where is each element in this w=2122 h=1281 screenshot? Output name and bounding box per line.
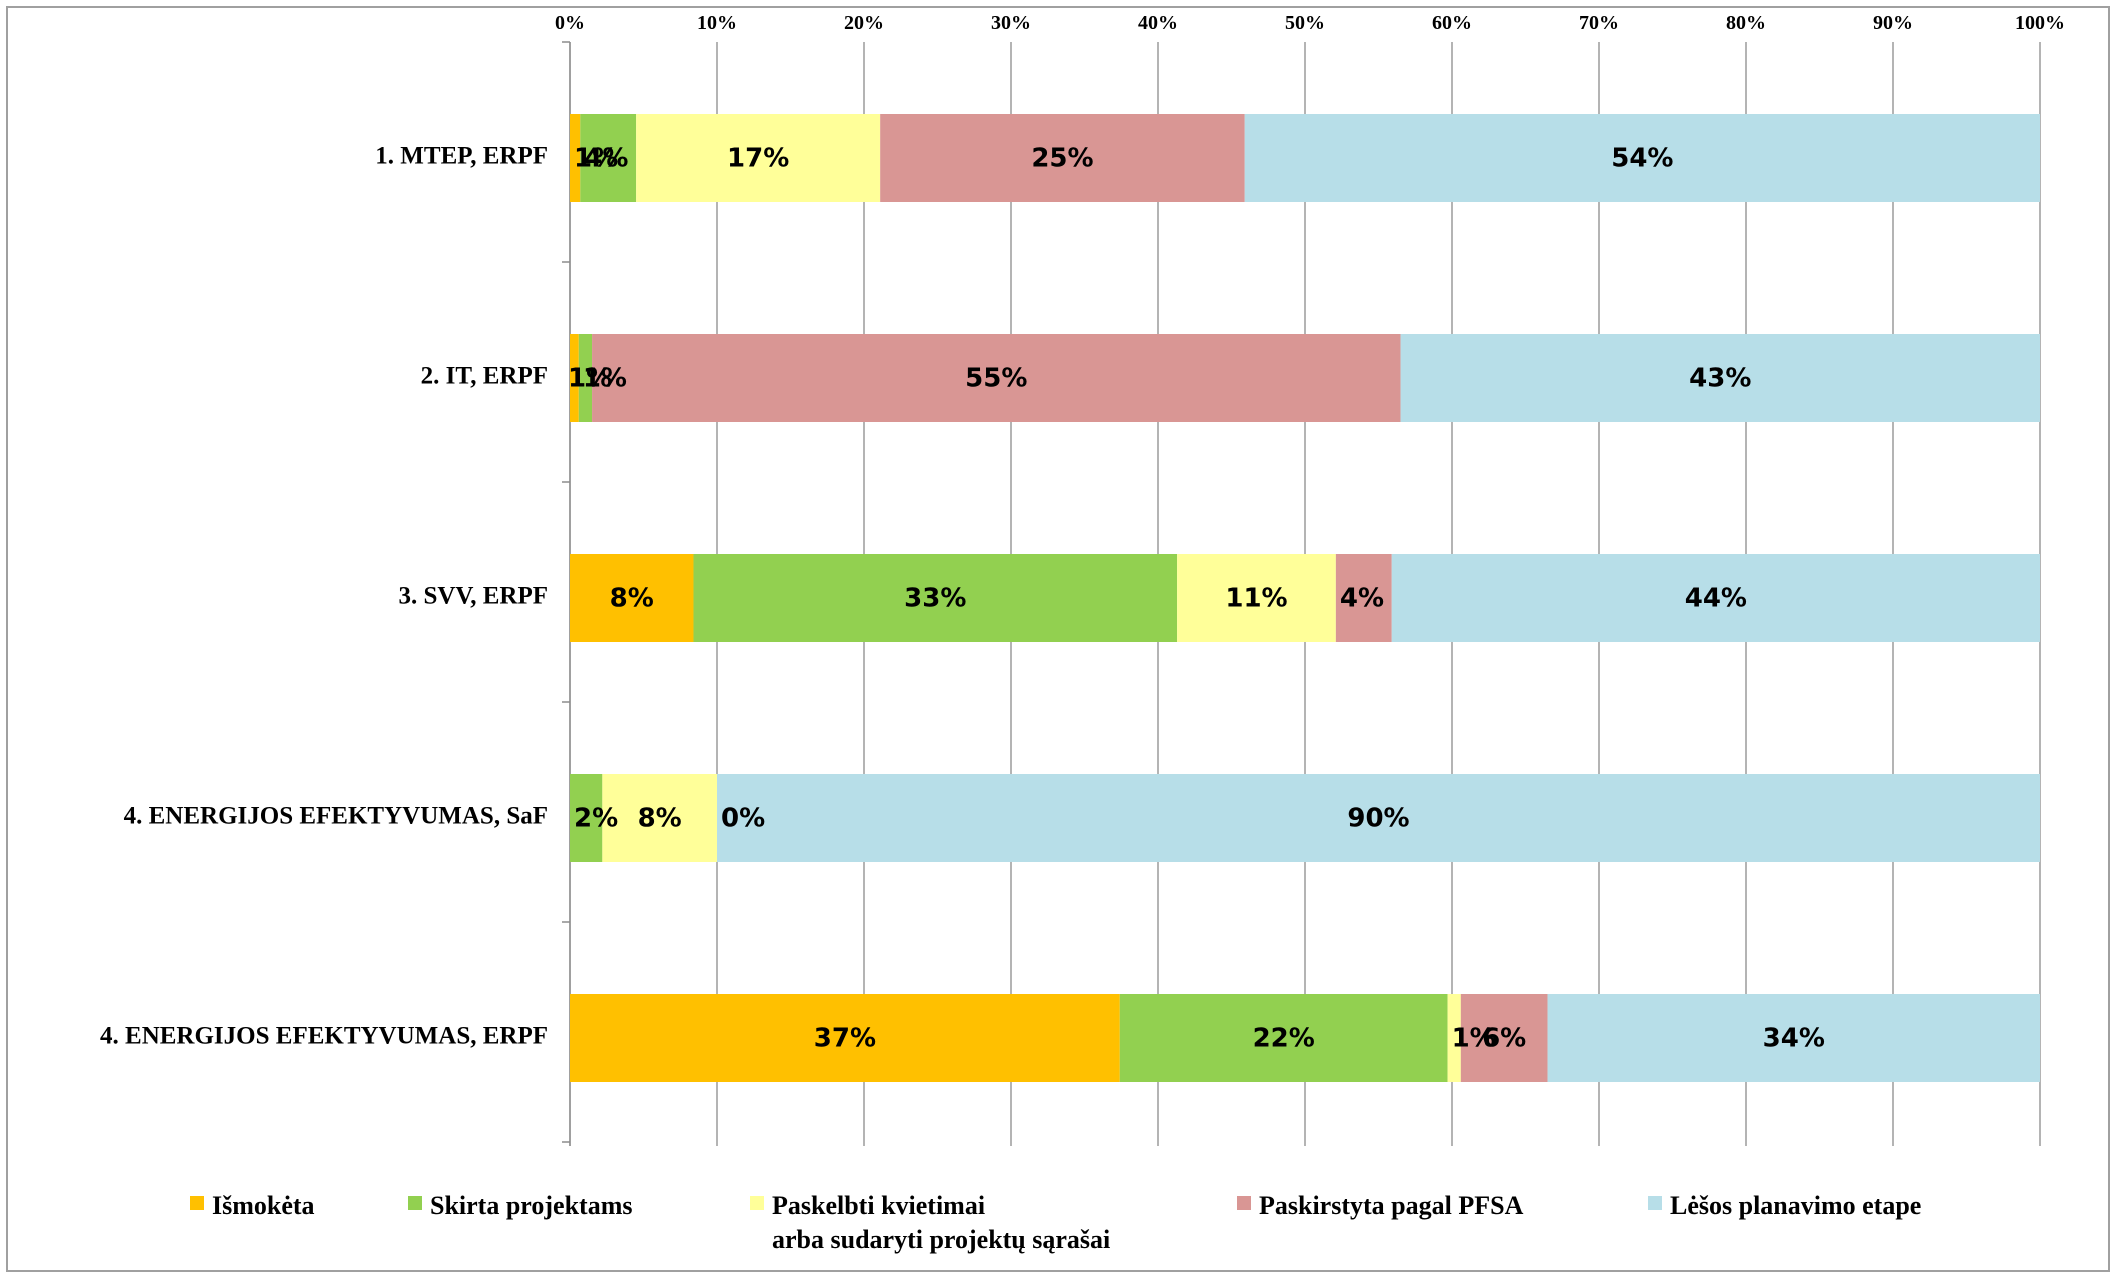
data-label: 22% (1253, 1024, 1315, 1054)
bar-segment (1447, 994, 1461, 1082)
legend-label: Paskirstyta pagal PFSA (1259, 1191, 1524, 1220)
x-tick-label: 80% (1726, 12, 1766, 34)
x-tick-label: 30% (991, 12, 1031, 34)
category-label: 2. IT, ERPF (421, 363, 548, 390)
data-label: 44% (1685, 584, 1747, 614)
bar-segment (693, 554, 1178, 642)
category-label: 4. ENERGIJOS EFEKTYVUMAS, SaF (124, 803, 548, 830)
legend-swatch (1237, 1196, 1251, 1210)
bar-segment (580, 114, 637, 202)
data-label: 1% (583, 364, 627, 394)
bar-segment (570, 994, 1120, 1082)
bar-segment (602, 774, 717, 862)
bar-segment (1391, 554, 2040, 642)
bar-segment (570, 334, 579, 422)
legend-label: Paskelbti kvietimai (772, 1191, 985, 1220)
x-tick-label: 0% (555, 12, 585, 34)
bar-segment (1119, 994, 1448, 1082)
x-tick-label: 100% (2015, 12, 2065, 34)
bar-segment (570, 114, 581, 202)
legend-label: arba sudaryti projektų sąrašai (772, 1225, 1110, 1254)
x-tick-label: 90% (1873, 12, 1913, 34)
data-label: 54% (1611, 144, 1673, 174)
bar-segment (592, 334, 1401, 422)
x-tick-label: 70% (1579, 12, 1619, 34)
data-label: 34% (1763, 1024, 1825, 1054)
data-label: 17% (727, 144, 789, 174)
legend-label: Lėšos planavimo etape (1670, 1191, 1921, 1220)
data-label: 8% (610, 584, 654, 614)
data-label: 33% (904, 584, 966, 614)
bar-segment (570, 554, 694, 642)
bar-segment (578, 334, 593, 422)
data-label: 8% (638, 804, 682, 834)
data-label: 43% (1689, 364, 1751, 394)
data-label: 11% (1225, 584, 1287, 614)
legend-swatch (408, 1196, 422, 1210)
bar-segment (880, 114, 1245, 202)
legend-swatch (190, 1196, 204, 1210)
data-label: 6% (1482, 1024, 1526, 1054)
legend-label: Išmokėta (212, 1191, 315, 1220)
bar-segment (1244, 114, 2040, 202)
data-label: 2% (574, 804, 618, 834)
bar-segment (1177, 554, 1336, 642)
data-label: 4% (1340, 584, 1384, 614)
bar-segment (1400, 334, 2040, 422)
category-label: 1. MTEP, ERPF (375, 143, 548, 170)
data-label: 25% (1031, 144, 1093, 174)
bar-segment (570, 774, 603, 862)
bar-segment (636, 114, 881, 202)
x-tick-label: 20% (844, 12, 884, 34)
bar-segment (1547, 994, 2040, 1082)
data-label: 90% (1347, 804, 1409, 834)
data-label: 0% (721, 804, 765, 834)
x-tick-label: 60% (1432, 12, 1472, 34)
legend-swatch (1648, 1196, 1662, 1210)
legend-swatch (750, 1196, 764, 1210)
category-label: 4. ENERGIJOS EFEKTYVUMAS, ERPF (100, 1023, 548, 1050)
x-tick-label: 50% (1285, 12, 1325, 34)
data-label: 1% (1452, 1024, 1496, 1054)
category-label: 3. SVV, ERPF (398, 583, 548, 610)
bar-segment (717, 774, 2040, 862)
data-label: 1% (568, 364, 612, 394)
x-tick-label: 10% (697, 12, 737, 34)
data-label: 55% (965, 364, 1027, 394)
data-label: 4% (584, 144, 628, 174)
bar-segment (1460, 994, 1548, 1082)
data-label: 37% (814, 1024, 876, 1054)
bar-segment (1335, 554, 1392, 642)
legend-label: Skirta projektams (430, 1191, 632, 1220)
data-label: 1% (574, 144, 618, 174)
x-tick-label: 40% (1138, 12, 1178, 34)
